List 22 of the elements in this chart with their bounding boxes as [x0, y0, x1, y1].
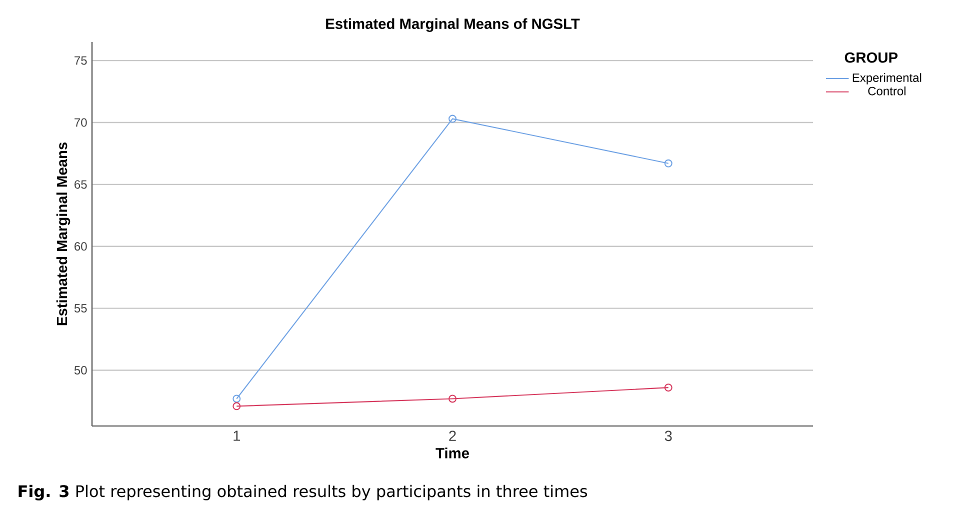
- y-tick-label: 70: [74, 118, 87, 127]
- x-tick-label: 3: [664, 430, 672, 442]
- y-tick-label: 65: [74, 180, 87, 189]
- x-axis-title: Time: [436, 448, 469, 458]
- y-tick-label: 75: [74, 56, 87, 65]
- x-tick-label: 1: [234, 430, 240, 441]
- y-tick-label: 55: [74, 304, 87, 313]
- point: [448, 114, 457, 123]
- y-tick-label: 60: [74, 242, 87, 251]
- point: [448, 394, 457, 403]
- y-tick-label: 50: [74, 366, 87, 374]
- legend-title: GROUP: [844, 52, 898, 63]
- point: [664, 384, 672, 392]
- point: [664, 159, 672, 168]
- x-tick-label: 2: [449, 430, 456, 441]
- point: [232, 394, 241, 403]
- point: [232, 402, 241, 410]
- legend-label: Experimental: [852, 73, 922, 84]
- legend-label: Control: [868, 86, 906, 96]
- text: Fig. 3 Plot representing obtained results by participants in three times: [18, 484, 588, 500]
- chart-title: Estimated Marginal Means of NGSLT: [326, 18, 580, 32]
- y-axis-title: Estimated Marginal Means: [56, 142, 70, 326]
